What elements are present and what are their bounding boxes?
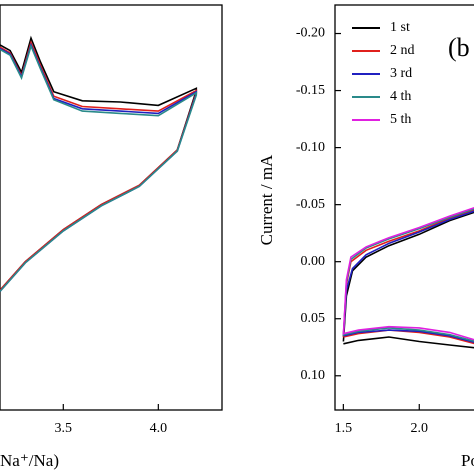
y-tick-label: -0.15: [296, 83, 325, 98]
plot-area: [0, 35, 198, 292]
panel-label: (b: [448, 33, 470, 62]
y-tick-label: 0.00: [301, 254, 326, 269]
plot-frame: [334, 4, 474, 411]
legend-label: 1 st: [390, 20, 410, 35]
cv-curve: [342, 211, 474, 349]
cv-curve: [0, 43, 198, 292]
plot-frame: [0, 4, 223, 411]
plot-area: [342, 206, 474, 349]
x-tick-label: 1.5: [335, 421, 353, 436]
cv-curve: [342, 206, 474, 341]
y-tick-label: -0.20: [296, 26, 325, 41]
y-tick-label: -0.05: [296, 197, 325, 212]
cv-curve: [342, 210, 474, 344]
cv-curve: [0, 42, 198, 292]
legend-label: 3 rd: [390, 66, 412, 81]
legend-label: 2 nd: [390, 43, 415, 58]
x-tick-label: 2.0: [411, 421, 429, 436]
cv-curve: [342, 208, 474, 342]
legend-label: 4 th: [390, 89, 411, 104]
x-tick-label: 4.0: [150, 421, 168, 436]
y-tick-label: 0.05: [301, 311, 326, 326]
y-tick-label: 0.10: [301, 368, 326, 383]
x-tick-label: 3.5: [55, 421, 73, 436]
x-axis-label: Na⁺/Na): [0, 451, 59, 470]
cv-curve: [0, 40, 198, 291]
y-tick-label: -0.10: [296, 140, 325, 155]
cv-curve: [342, 209, 474, 345]
legend-label: 5 th: [390, 112, 411, 127]
x-axis-label: Po: [461, 451, 474, 470]
y-axis-label: Current / mA: [257, 154, 276, 245]
cv-curve: [0, 35, 198, 291]
